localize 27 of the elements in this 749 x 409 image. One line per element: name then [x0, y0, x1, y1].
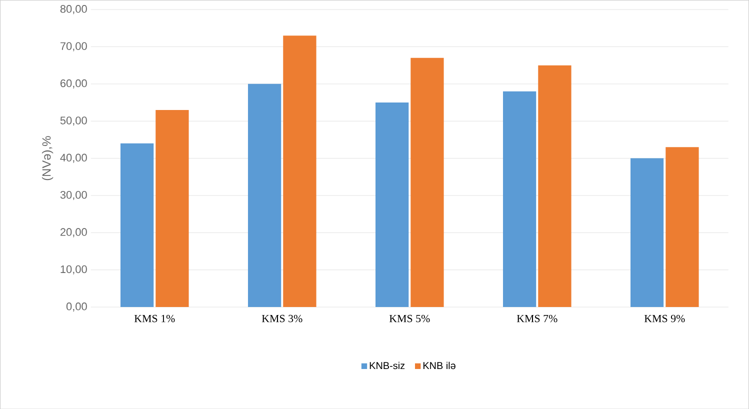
bar [502, 91, 536, 307]
bar [248, 84, 282, 307]
bar [283, 35, 316, 307]
x-tick-label: KMS 3% [262, 314, 302, 322]
y-tick-label: 80,00 [60, 4, 87, 14]
legend-label: KNB-siz [370, 362, 405, 370]
y-tick-label: 60,00 [60, 79, 87, 88]
y-tick-label: 40,00 [60, 154, 87, 163]
bar [410, 58, 444, 307]
bar [375, 102, 409, 307]
bar [538, 65, 572, 307]
legend-label: KNB ilə [423, 362, 456, 370]
y-tick-label: 70,00 [60, 42, 87, 52]
bar [156, 110, 189, 307]
bar [120, 143, 154, 307]
y-axis-title: (NVə),% [42, 136, 54, 180]
y-tick-label: 30,00 [60, 190, 87, 200]
y-tick-label: 20,00 [60, 228, 87, 238]
bar [666, 147, 699, 307]
bar [630, 158, 664, 307]
y-tick-label: 10,00 [60, 265, 87, 274]
y-tick-label: 50,00 [60, 116, 87, 126]
x-tick-label: KMS 1% [134, 314, 175, 322]
x-tick-label: KMS 5% [389, 314, 430, 322]
y-tick-label: 0,00 [66, 302, 87, 312]
x-tick-label: KMS 7% [516, 314, 558, 322]
x-tick-label: KMS 9% [644, 314, 685, 322]
